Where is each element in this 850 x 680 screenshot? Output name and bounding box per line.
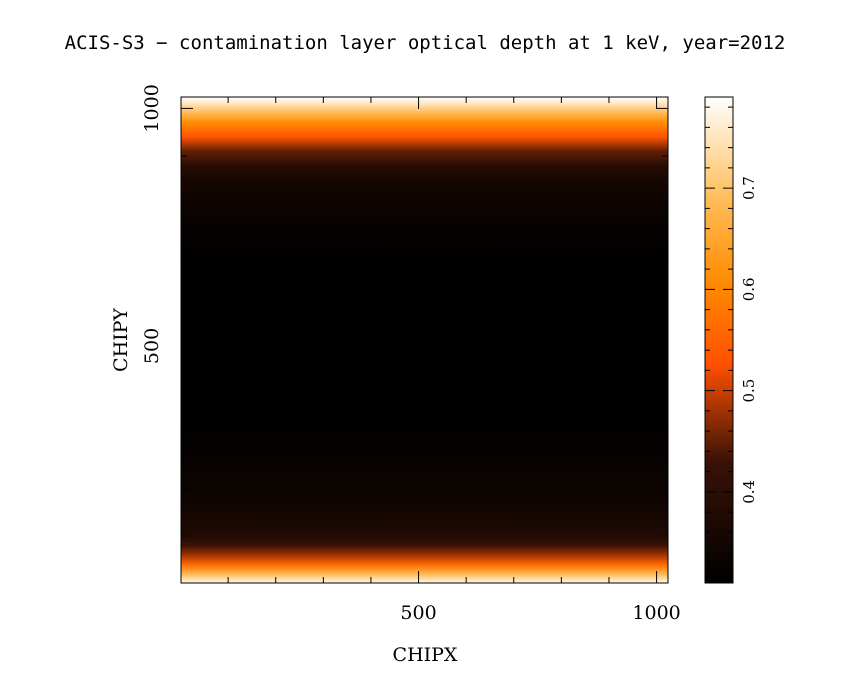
x-tick-label-500: 500 (400, 602, 436, 624)
colorbar-gradient (705, 97, 733, 583)
colorbar-frame (704, 96, 734, 584)
x-axis-label: CHIPX (393, 644, 458, 666)
colorbar-tick-label: 0.5 (740, 379, 758, 403)
y-tick-label-1000: 1000 (141, 84, 163, 132)
colorbar-tick-label: 0.7 (740, 176, 758, 200)
colorbar-ticks (705, 106, 733, 574)
y-axis-label: CHIPY (110, 308, 132, 372)
heatmap-plot (180, 96, 669, 584)
heatmap-image (181, 97, 668, 583)
colorbar-tick-label: 0.4 (740, 480, 758, 504)
y-tick-label-500: 500 (141, 328, 163, 364)
plot-frame (180, 96, 669, 584)
plot-ticks (181, 97, 668, 583)
colorbar: 0.4 0.5 0.6 0.7 (704, 96, 758, 584)
chart-title: ACIS-S3 − contamination layer optical de… (65, 32, 786, 54)
x-tick-label-1000: 1000 (632, 602, 680, 624)
colorbar-tick-label: 0.6 (740, 277, 758, 301)
colorbar-tick-labels: 0.4 0.5 0.6 0.7 (740, 176, 758, 504)
